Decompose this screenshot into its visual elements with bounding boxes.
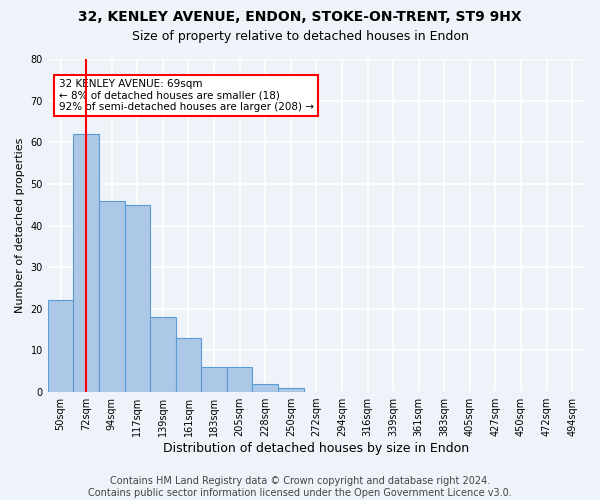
Text: 32 KENLEY AVENUE: 69sqm
← 8% of detached houses are smaller (18)
92% of semi-det: 32 KENLEY AVENUE: 69sqm ← 8% of detached… xyxy=(59,79,314,112)
Bar xyxy=(253,384,278,392)
Bar xyxy=(176,338,201,392)
Bar xyxy=(227,367,253,392)
Bar xyxy=(48,300,73,392)
Bar xyxy=(99,200,125,392)
Bar xyxy=(278,388,304,392)
Text: 32, KENLEY AVENUE, ENDON, STOKE-ON-TRENT, ST9 9HX: 32, KENLEY AVENUE, ENDON, STOKE-ON-TRENT… xyxy=(78,10,522,24)
Text: Contains HM Land Registry data © Crown copyright and database right 2024.
Contai: Contains HM Land Registry data © Crown c… xyxy=(88,476,512,498)
X-axis label: Distribution of detached houses by size in Endon: Distribution of detached houses by size … xyxy=(163,442,469,455)
Text: Size of property relative to detached houses in Endon: Size of property relative to detached ho… xyxy=(131,30,469,43)
Bar xyxy=(150,317,176,392)
Bar xyxy=(125,204,150,392)
Y-axis label: Number of detached properties: Number of detached properties xyxy=(15,138,25,313)
Bar xyxy=(201,367,227,392)
Bar xyxy=(73,134,99,392)
